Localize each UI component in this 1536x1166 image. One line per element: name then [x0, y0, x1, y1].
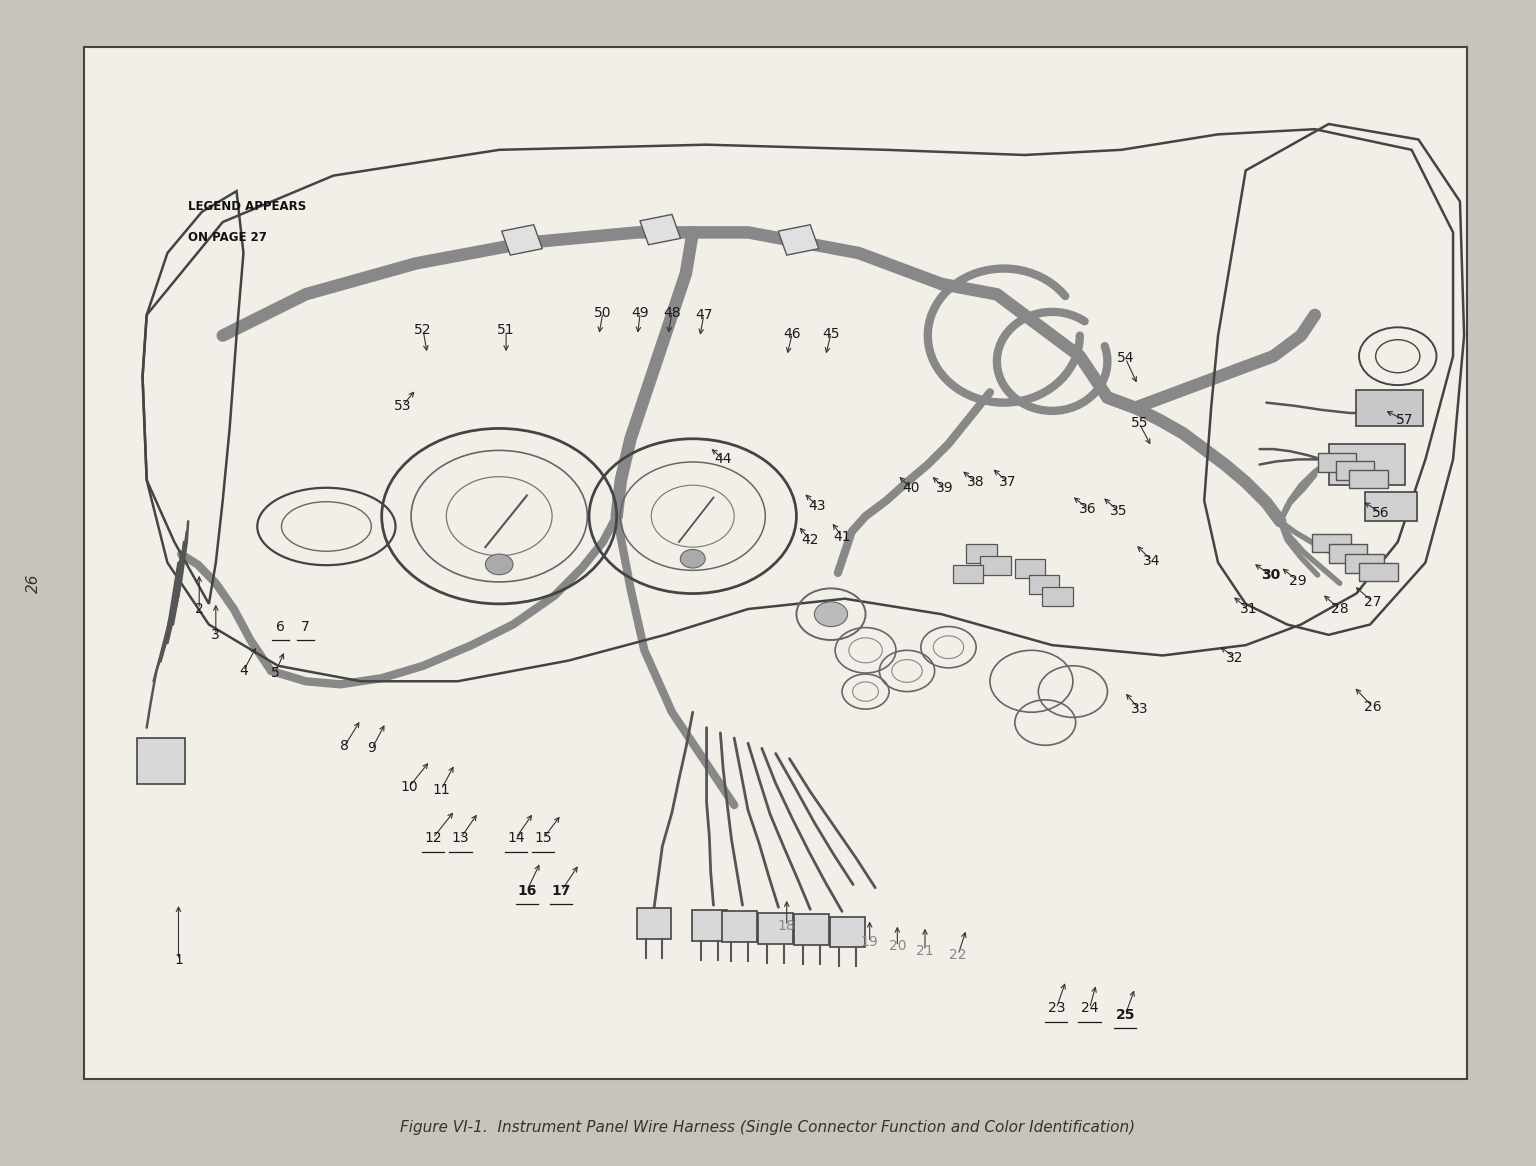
Text: 12: 12	[424, 831, 442, 845]
Text: 35: 35	[1111, 504, 1127, 518]
Text: 18: 18	[777, 919, 796, 933]
Bar	[966, 545, 997, 563]
Bar	[1029, 575, 1058, 593]
Text: 52: 52	[415, 323, 432, 337]
Text: 31: 31	[1240, 602, 1258, 616]
Text: 50: 50	[594, 305, 611, 319]
Bar	[1312, 534, 1350, 553]
Bar	[980, 556, 1011, 575]
Bar	[1346, 554, 1384, 573]
Bar	[794, 914, 829, 946]
Text: 3: 3	[212, 627, 220, 641]
Circle shape	[485, 554, 513, 575]
Bar	[1043, 588, 1072, 606]
Text: 30: 30	[1261, 568, 1279, 582]
Text: 21: 21	[915, 943, 934, 957]
Bar	[1318, 454, 1356, 472]
Bar	[1364, 492, 1418, 521]
Text: 28: 28	[1330, 602, 1349, 616]
Text: 9: 9	[367, 742, 376, 756]
Text: 56: 56	[1372, 506, 1390, 520]
Bar	[693, 911, 727, 941]
Text: 57: 57	[1396, 413, 1413, 427]
Bar	[641, 215, 680, 245]
Text: 2: 2	[195, 602, 204, 616]
Text: 14: 14	[507, 831, 525, 845]
Bar	[779, 225, 819, 255]
Text: 10: 10	[401, 780, 418, 794]
Text: 43: 43	[808, 499, 826, 513]
Text: 47: 47	[696, 308, 713, 322]
Bar	[1359, 563, 1398, 581]
Bar	[1349, 470, 1389, 489]
Text: 17: 17	[551, 884, 571, 898]
Text: 34: 34	[1143, 554, 1160, 568]
Text: 54: 54	[1117, 351, 1134, 365]
Text: 5: 5	[270, 666, 280, 680]
Text: 49: 49	[631, 305, 650, 319]
Text: 41: 41	[833, 529, 851, 543]
Text: 16: 16	[518, 884, 536, 898]
Bar	[502, 225, 542, 255]
Text: 6: 6	[276, 619, 286, 633]
Text: 23: 23	[1048, 1002, 1064, 1016]
Text: 26: 26	[1364, 700, 1382, 714]
Text: 45: 45	[822, 326, 840, 340]
Text: 44: 44	[714, 452, 731, 466]
Bar	[137, 738, 186, 785]
Text: 37: 37	[1000, 475, 1017, 489]
Bar	[722, 912, 757, 942]
Bar	[759, 913, 793, 944]
Text: 22: 22	[949, 948, 966, 962]
Text: Figure VI-1.  Instrument Panel Wire Harness (Single Connector Function and Color: Figure VI-1. Instrument Panel Wire Harne…	[401, 1121, 1135, 1135]
Bar	[1335, 462, 1375, 480]
Text: 32: 32	[1226, 651, 1243, 665]
Text: 42: 42	[802, 533, 819, 547]
Text: ON PAGE 27: ON PAGE 27	[187, 231, 267, 244]
Text: 20: 20	[889, 940, 906, 954]
Bar	[1329, 545, 1367, 563]
Circle shape	[814, 602, 848, 626]
Text: 13: 13	[452, 831, 470, 845]
Text: 19: 19	[860, 935, 879, 949]
Text: 27: 27	[1364, 595, 1381, 609]
Bar	[1329, 444, 1404, 485]
Text: 51: 51	[498, 323, 515, 337]
Text: 46: 46	[783, 326, 802, 340]
Text: 38: 38	[968, 475, 985, 489]
Bar	[1356, 391, 1422, 427]
Text: 4: 4	[240, 663, 247, 677]
Circle shape	[680, 549, 705, 568]
Text: 39: 39	[935, 482, 954, 496]
Text: 26: 26	[26, 574, 41, 592]
Text: 40: 40	[903, 482, 920, 496]
Text: 7: 7	[301, 619, 310, 633]
Text: 55: 55	[1130, 416, 1147, 430]
Text: 33: 33	[1130, 702, 1147, 716]
Bar	[1015, 560, 1044, 578]
Text: 1: 1	[174, 953, 183, 967]
Text: 24: 24	[1081, 1002, 1098, 1016]
Text: LEGEND APPEARS: LEGEND APPEARS	[187, 201, 306, 213]
Text: 15: 15	[535, 831, 553, 845]
Text: 48: 48	[664, 305, 680, 319]
Text: 36: 36	[1080, 501, 1097, 515]
Text: 53: 53	[393, 399, 412, 413]
Bar	[952, 564, 983, 583]
Bar	[637, 908, 671, 940]
Text: 11: 11	[432, 782, 450, 796]
Text: 25: 25	[1115, 1007, 1135, 1021]
Bar	[831, 916, 865, 948]
Text: 29: 29	[1289, 574, 1307, 588]
Text: 8: 8	[339, 739, 349, 753]
